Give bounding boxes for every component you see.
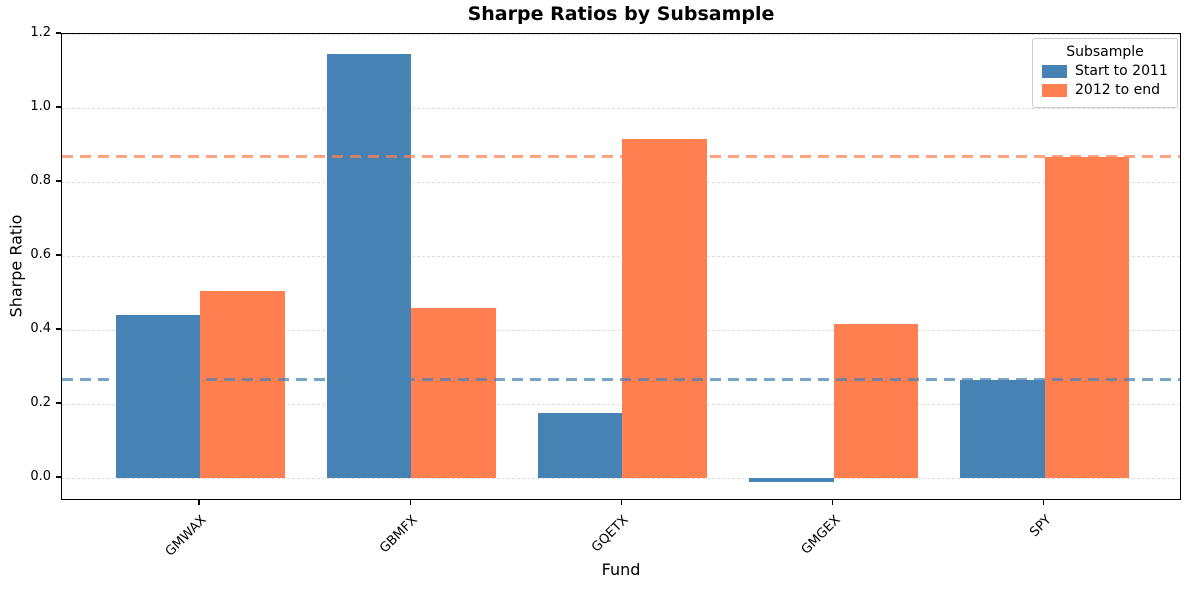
gridline bbox=[62, 478, 1180, 480]
plot-area bbox=[61, 33, 1181, 500]
legend-item-label: Start to 2011 bbox=[1075, 63, 1168, 79]
x-tick-mark bbox=[832, 500, 834, 505]
bar bbox=[960, 379, 1045, 479]
y-tick-label: 0.0 bbox=[30, 469, 51, 485]
y-tick-mark bbox=[56, 402, 61, 404]
y-axis-label: Sharpe Ratio bbox=[6, 214, 26, 318]
y-tick-label: 1.2 bbox=[30, 25, 51, 40]
legend: Subsample Start to 2011 2012 to end bbox=[1032, 38, 1178, 108]
x-tick-label-text: GQETX bbox=[589, 512, 632, 556]
legend-item-label: 2012 to end bbox=[1075, 82, 1160, 98]
legend-item: 2012 to end bbox=[1042, 82, 1168, 98]
bar bbox=[411, 307, 496, 479]
y-tick-mark bbox=[56, 476, 61, 478]
bar bbox=[326, 54, 412, 479]
legend-swatch bbox=[1042, 83, 1067, 97]
y-tick-label: 0.2 bbox=[30, 395, 51, 411]
legend-item: Start to 2011 bbox=[1042, 63, 1168, 79]
y-tick-mark bbox=[56, 32, 61, 34]
gridline bbox=[62, 108, 1180, 109]
bar bbox=[537, 413, 623, 479]
bar bbox=[749, 478, 834, 482]
bar bbox=[1044, 156, 1130, 479]
y-tick-label: 1.0 bbox=[30, 99, 51, 114]
x-tick-label-text: SPY bbox=[1027, 512, 1055, 541]
reference-line bbox=[62, 378, 1180, 382]
x-tick-mark bbox=[198, 500, 200, 505]
x-tick-label-text: GMWAX bbox=[162, 512, 210, 560]
legend-swatch bbox=[1042, 64, 1067, 78]
x-tick-mark bbox=[409, 500, 411, 505]
legend-items: Start to 2011 2012 to end bbox=[1042, 63, 1168, 98]
x-tick-label-text: GMGEX bbox=[798, 512, 844, 558]
x-tick-mark bbox=[620, 500, 622, 505]
bar bbox=[115, 315, 200, 479]
y-tick-mark bbox=[56, 328, 61, 330]
y-tick-label: 0.6 bbox=[30, 247, 51, 263]
legend-title: Subsample bbox=[1066, 44, 1144, 60]
x-tick-mark bbox=[1043, 500, 1045, 505]
x-tick-label-text: GBMFX bbox=[377, 512, 421, 557]
reference-line bbox=[62, 155, 1180, 159]
bar bbox=[200, 291, 285, 479]
gridline bbox=[62, 182, 1180, 184]
x-axis-label: Fund bbox=[601, 560, 641, 579]
bar bbox=[622, 139, 707, 479]
y-tick-mark bbox=[56, 180, 61, 182]
gridline bbox=[62, 404, 1180, 406]
y-tick-mark bbox=[56, 254, 61, 256]
bar bbox=[833, 324, 919, 479]
gridline bbox=[62, 34, 1180, 35]
y-tick-label: 0.8 bbox=[30, 173, 51, 189]
gridline bbox=[62, 256, 1180, 258]
y-tick-mark bbox=[56, 106, 61, 108]
y-tick-label: 0.4 bbox=[30, 321, 51, 337]
chart-title: Sharpe Ratios by Subsample bbox=[467, 3, 775, 25]
gridline bbox=[62, 330, 1180, 332]
